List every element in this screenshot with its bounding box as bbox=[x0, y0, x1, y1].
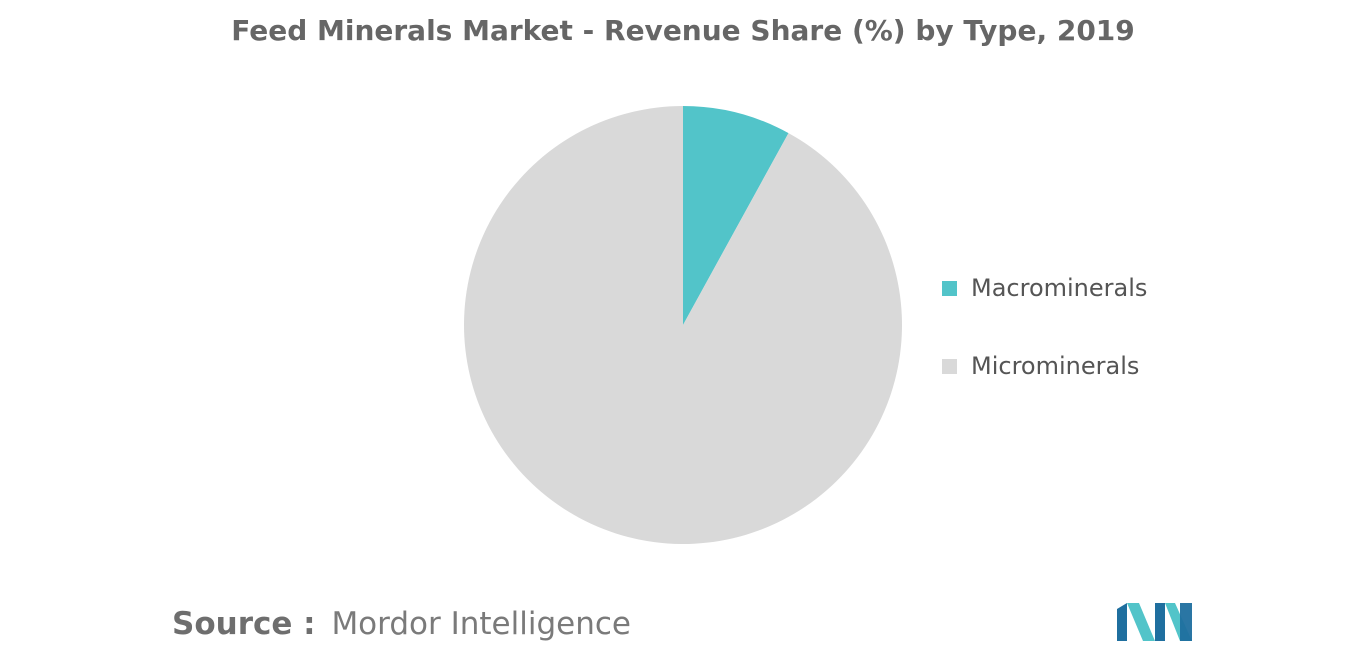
source-name: Mordor Intelligence bbox=[331, 606, 631, 642]
pie-slice-macrominerals bbox=[683, 106, 789, 325]
pie-slice-microminerals bbox=[464, 106, 902, 544]
source-line: Source : Mordor Intelligence bbox=[172, 606, 631, 642]
mordor-intelligence-logo-icon bbox=[1117, 603, 1192, 641]
legend-item-microminerals: Microminerals bbox=[942, 348, 1147, 384]
logo-right-bar bbox=[1180, 603, 1192, 641]
source-label: Source : bbox=[172, 606, 316, 642]
chart-title: Feed Minerals Market - Revenue Share (%)… bbox=[231, 14, 1135, 47]
logo-left-diagonal bbox=[1127, 603, 1155, 641]
legend-item-macrominerals: Macrominerals bbox=[942, 270, 1147, 306]
legend-label-macrominerals: Macrominerals bbox=[971, 274, 1148, 302]
logo-left-bar bbox=[1117, 603, 1127, 641]
legend: Macrominerals Microminerals bbox=[942, 270, 1147, 426]
legend-swatch-macrominerals bbox=[942, 280, 957, 296]
pie-chart bbox=[464, 106, 902, 544]
legend-swatch-microminerals bbox=[942, 358, 957, 374]
logo-mid-bar bbox=[1155, 603, 1165, 641]
legend-label-microminerals: Microminerals bbox=[971, 352, 1140, 380]
